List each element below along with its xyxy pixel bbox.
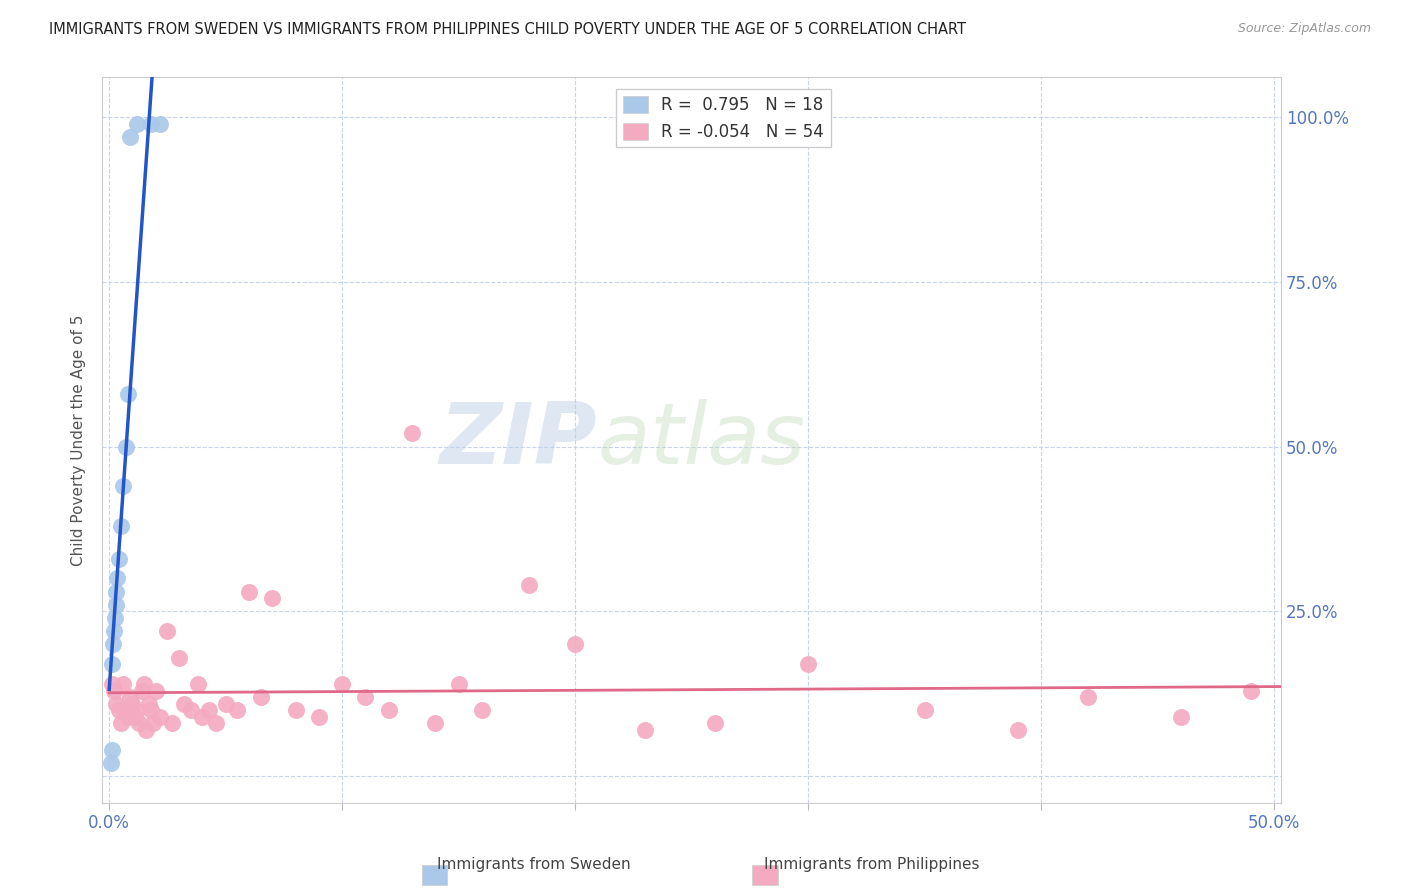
Point [284, 703, 307, 717]
Text: Immigrants from Philippines: Immigrants from Philippines [763, 857, 980, 872]
Point [205, 716, 228, 731]
Point [180, 703, 202, 717]
Point [191, 710, 214, 724]
Point [112, 677, 135, 691]
Point [354, 690, 377, 705]
Point [124, 710, 146, 724]
Point [103, 624, 125, 639]
Point [447, 677, 470, 691]
Point [101, 657, 124, 672]
Point [249, 690, 271, 705]
Point [308, 710, 330, 724]
Point [139, 117, 162, 131]
Point [120, 690, 142, 705]
Point [1170, 710, 1192, 724]
Text: IMMIGRANTS FROM SWEDEN VS IMMIGRANTS FROM PHILIPPINES CHILD POVERTY UNDER THE AG: IMMIGRANTS FROM SWEDEN VS IMMIGRANTS FRO… [49, 22, 966, 37]
Point [564, 637, 586, 651]
Point [425, 716, 447, 731]
Point [105, 697, 128, 711]
Point [149, 710, 172, 724]
Point [517, 578, 540, 592]
Point [401, 426, 423, 441]
Point [149, 117, 172, 131]
Point [110, 518, 132, 533]
Point [142, 716, 165, 731]
Point [117, 710, 139, 724]
Point [103, 683, 125, 698]
Point [105, 598, 128, 612]
Point [1077, 690, 1099, 705]
Point [797, 657, 820, 672]
Point [156, 624, 179, 639]
Point [127, 117, 149, 131]
Point [914, 703, 936, 717]
Point [131, 683, 153, 698]
Point [215, 697, 238, 711]
Point [127, 703, 149, 717]
Point [105, 584, 128, 599]
Point [110, 716, 132, 731]
Legend: R =  0.795   N = 18, R = -0.054   N = 54: R = 0.795 N = 18, R = -0.054 N = 54 [616, 89, 831, 147]
Point [100, 743, 122, 757]
Point [330, 677, 353, 691]
Point [145, 683, 167, 698]
Point [107, 703, 129, 717]
Point [173, 697, 195, 711]
Point [107, 551, 129, 566]
Point [226, 703, 249, 717]
Point [1007, 723, 1029, 737]
Text: Source: ZipAtlas.com: Source: ZipAtlas.com [1237, 22, 1371, 36]
Point [703, 716, 725, 731]
Point [198, 703, 221, 717]
Point [139, 703, 162, 717]
Text: atlas: atlas [598, 399, 806, 482]
Point [100, 756, 122, 770]
Point [138, 697, 160, 711]
Point [634, 723, 657, 737]
Text: ZIP: ZIP [440, 399, 598, 482]
Point [135, 723, 157, 737]
Point [100, 677, 122, 691]
Point [114, 440, 136, 454]
Point [167, 650, 190, 665]
Point [101, 637, 124, 651]
Y-axis label: Child Poverty Under the Age of 5: Child Poverty Under the Age of 5 [72, 314, 86, 566]
Point [105, 571, 128, 585]
Point [134, 677, 156, 691]
Point [262, 591, 284, 606]
Point [187, 677, 209, 691]
Point [114, 703, 136, 717]
Point [104, 611, 127, 625]
Point [121, 697, 143, 711]
Point [238, 584, 260, 599]
Point [112, 479, 135, 493]
Point [120, 129, 142, 144]
Point [128, 716, 150, 731]
Point [117, 387, 139, 401]
Point [471, 703, 494, 717]
Point [377, 703, 399, 717]
Point [1240, 683, 1263, 698]
Text: Immigrants from Sweden: Immigrants from Sweden [437, 857, 631, 872]
Point [160, 716, 183, 731]
